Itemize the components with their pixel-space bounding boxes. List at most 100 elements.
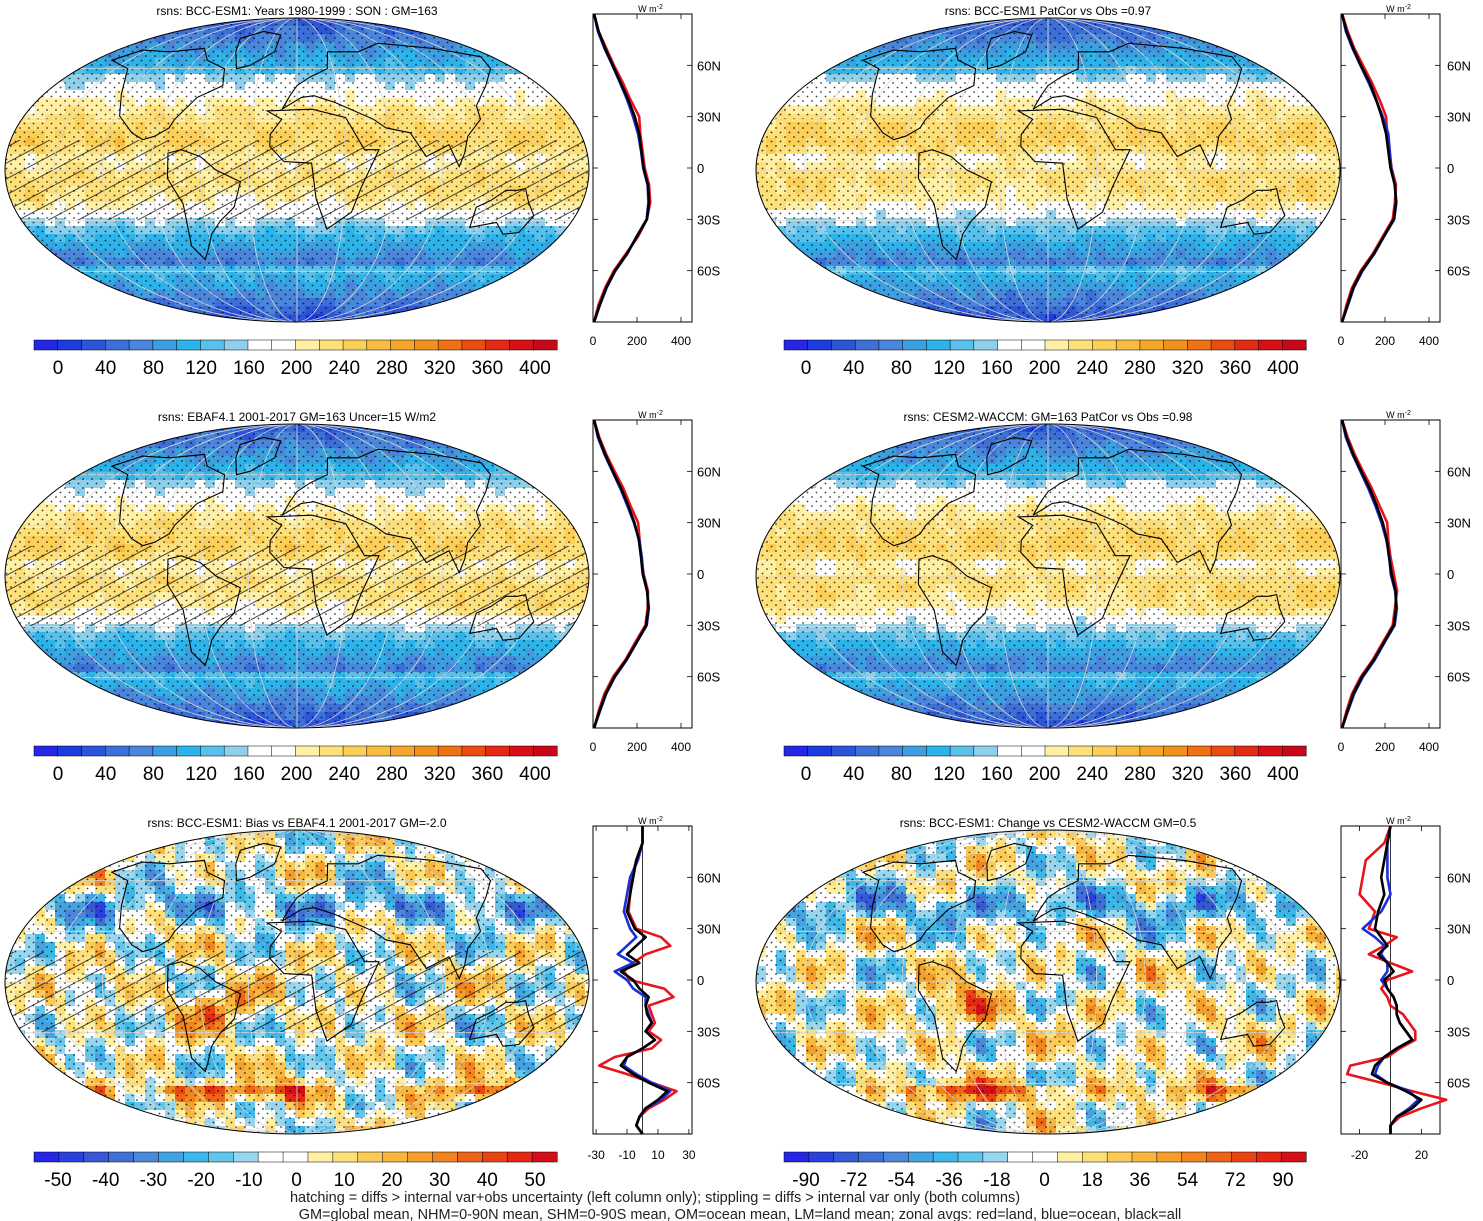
zonal-lat-tick: 30S (1447, 618, 1470, 633)
colorbar-tick-label: -30 (140, 1170, 167, 1191)
zonal-mean-plot: -20 20 W m-2 60N 30N 0 30S 60S (1340, 816, 1471, 1162)
colorbar-tick-label: 0 (801, 358, 812, 379)
panel-2: rsns: BCC-ESM1 PatCor vs Obs =0.97 0 40 80 1… (755, 4, 1471, 379)
zonal-lat-tick: 0 (697, 161, 704, 176)
colorbar-tick-label: 360 (471, 358, 503, 379)
zonal-lat-tick: 60S (1447, 670, 1470, 685)
zonal-lat-tick: 30N (697, 516, 721, 531)
zonal-all-line (592, 419, 650, 729)
colorbar-tick-label: 200 (281, 358, 313, 379)
colorbar-tick-label: 10 (334, 1170, 355, 1191)
colorbar-tick-label: 120 (185, 358, 217, 379)
colorbar-tick-label: -54 (888, 1170, 916, 1191)
zonal-land-line (592, 13, 652, 323)
colorbar-tick-label: 120 (185, 764, 217, 785)
zonal-lat-tick: 60S (697, 1076, 720, 1091)
colorbar-tick-label: -20 (187, 1170, 214, 1191)
zonal-ocean-line (592, 419, 651, 729)
unit-text: W m (638, 816, 657, 826)
zonal-land-line (1345, 825, 1448, 1134)
zonal-lat-tick: 60S (1447, 264, 1470, 279)
unit-exponent: -2 (1405, 4, 1411, 11)
map (755, 829, 1341, 1135)
zonal-x-tick: -10 (618, 1148, 636, 1162)
colorbar-tick-label: 160 (233, 358, 265, 379)
colorbar-tick-label: 280 (1124, 358, 1156, 379)
unit-exponent: -2 (1405, 410, 1411, 417)
unit-text: W m (1386, 816, 1405, 826)
zonal-lat-tick: 30N (1447, 516, 1471, 531)
colorbar-tick-label: 400 (1267, 764, 1299, 785)
zonal-lat-tick: 0 (1447, 567, 1454, 582)
colorbar-tick-label: 80 (891, 358, 912, 379)
colorbar-tick-label: 280 (1124, 764, 1156, 785)
colorbar-tick-label: 280 (376, 358, 408, 379)
colorbar-tick-label: 80 (143, 358, 164, 379)
unit-exponent: -2 (1405, 816, 1411, 823)
zonal-x-tick: 0 (590, 740, 597, 754)
colorbar: 0 40 80 120 160 200 240 280 320 360 400 (33, 339, 558, 379)
colorbar-tick-label: 280 (376, 764, 408, 785)
zonal-x-tick: -20 (1351, 1148, 1369, 1162)
colorbar-tick-label: 80 (143, 764, 164, 785)
colorbar-tick-label: 320 (424, 764, 456, 785)
zonal-lat-tick: 30S (697, 212, 720, 227)
zonal-x-tick: 200 (627, 740, 647, 754)
zonal-ocean-line (592, 13, 650, 323)
colorbar-tick-label: -50 (44, 1170, 71, 1191)
zonal-all-line (592, 13, 651, 323)
zonal-lat-tick: 30N (1447, 922, 1471, 937)
zonal-mean-plot: 0 200 400 W m-2 60N 30N 0 30S 60S (1338, 410, 1471, 754)
panel-title: rsns: BCC-ESM1: Years 1980-1999 : SON : … (156, 4, 437, 18)
zonal-all-line (1340, 419, 1398, 729)
panel-4: rsns: CESM2-WACCM: GM=163 PatCor vs Obs … (755, 410, 1471, 785)
panel-title: rsns: BCC-ESM1 PatCor vs Obs =0.97 (945, 4, 1152, 18)
map (4, 829, 590, 1135)
figure-caption: hatching = diffs > internal var+obs unce… (290, 1190, 1181, 1221)
panel-3: rsns: EBAF4.1 2001-2017 GM=163 Uncer=15 … (4, 410, 721, 785)
colorbar-tick-label: 20 (381, 1170, 402, 1191)
zonal-x-tick: 400 (671, 334, 691, 348)
zonal-lat-tick: 60N (697, 464, 721, 479)
colorbar-tick-label: 120 (933, 764, 965, 785)
zonal-lat-tick: 60N (697, 58, 721, 73)
map (755, 17, 1341, 323)
colorbar-tick-label: 160 (981, 764, 1013, 785)
zonal-x-tick: 400 (1419, 334, 1439, 348)
zonal-all-line (1340, 13, 1398, 323)
zonal-x-tick: 200 (627, 334, 647, 348)
zonal-x-tick: 20 (1415, 1148, 1429, 1162)
zonal-x-tick: 400 (671, 740, 691, 754)
colorbar-tick-label: 200 (1029, 764, 1061, 785)
colorbar-tick-label: 0 (53, 764, 64, 785)
map (4, 17, 590, 323)
zonal-mean-plot: 0 200 400 W m-2 60N 30N 0 30S 60S (590, 410, 721, 754)
zonal-x-tick: 0 (1338, 334, 1345, 348)
zonal-lat-tick: 60S (697, 670, 720, 685)
unit-text: W m (638, 410, 657, 420)
colorbar-tick-label: 0 (291, 1170, 302, 1191)
colorbar-tick-label: 240 (1076, 764, 1108, 785)
colorbar: 0 40 80 120 160 200 240 280 320 360 400 (783, 339, 1307, 379)
panel-1: rsns: BCC-ESM1: Years 1980-1999 : SON : … (4, 4, 721, 379)
colorbar-tick-label: -72 (840, 1170, 867, 1191)
colorbar-tick-label: 40 (95, 764, 116, 785)
colorbar-tick-label: -10 (235, 1170, 262, 1191)
colorbar-tick-label: 160 (981, 358, 1013, 379)
zonal-lat-tick: 30S (1447, 212, 1470, 227)
zonal-x-tick: 200 (1375, 334, 1395, 348)
zonal-x-tick: -30 (587, 1148, 605, 1162)
colorbar: -50 -40 -30 -20 -10 0 10 20 30 40 50 (33, 1151, 558, 1191)
colorbar-tick-label: 200 (1029, 358, 1061, 379)
zonal-lat-tick: 30S (697, 1024, 720, 1039)
unit-text: W m (638, 4, 657, 14)
zonal-land-line (1340, 13, 1398, 323)
colorbar-tick-label: 40 (95, 358, 116, 379)
unit-exponent: -2 (657, 4, 663, 11)
zonal-mean-plot: 0 200 400 W m-2 60N 30N 0 30S 60S (1338, 4, 1471, 348)
zonal-x-tick: 400 (1419, 740, 1439, 754)
colorbar-tick-label: 320 (1172, 764, 1204, 785)
zonal-lat-tick: 60N (697, 870, 721, 885)
